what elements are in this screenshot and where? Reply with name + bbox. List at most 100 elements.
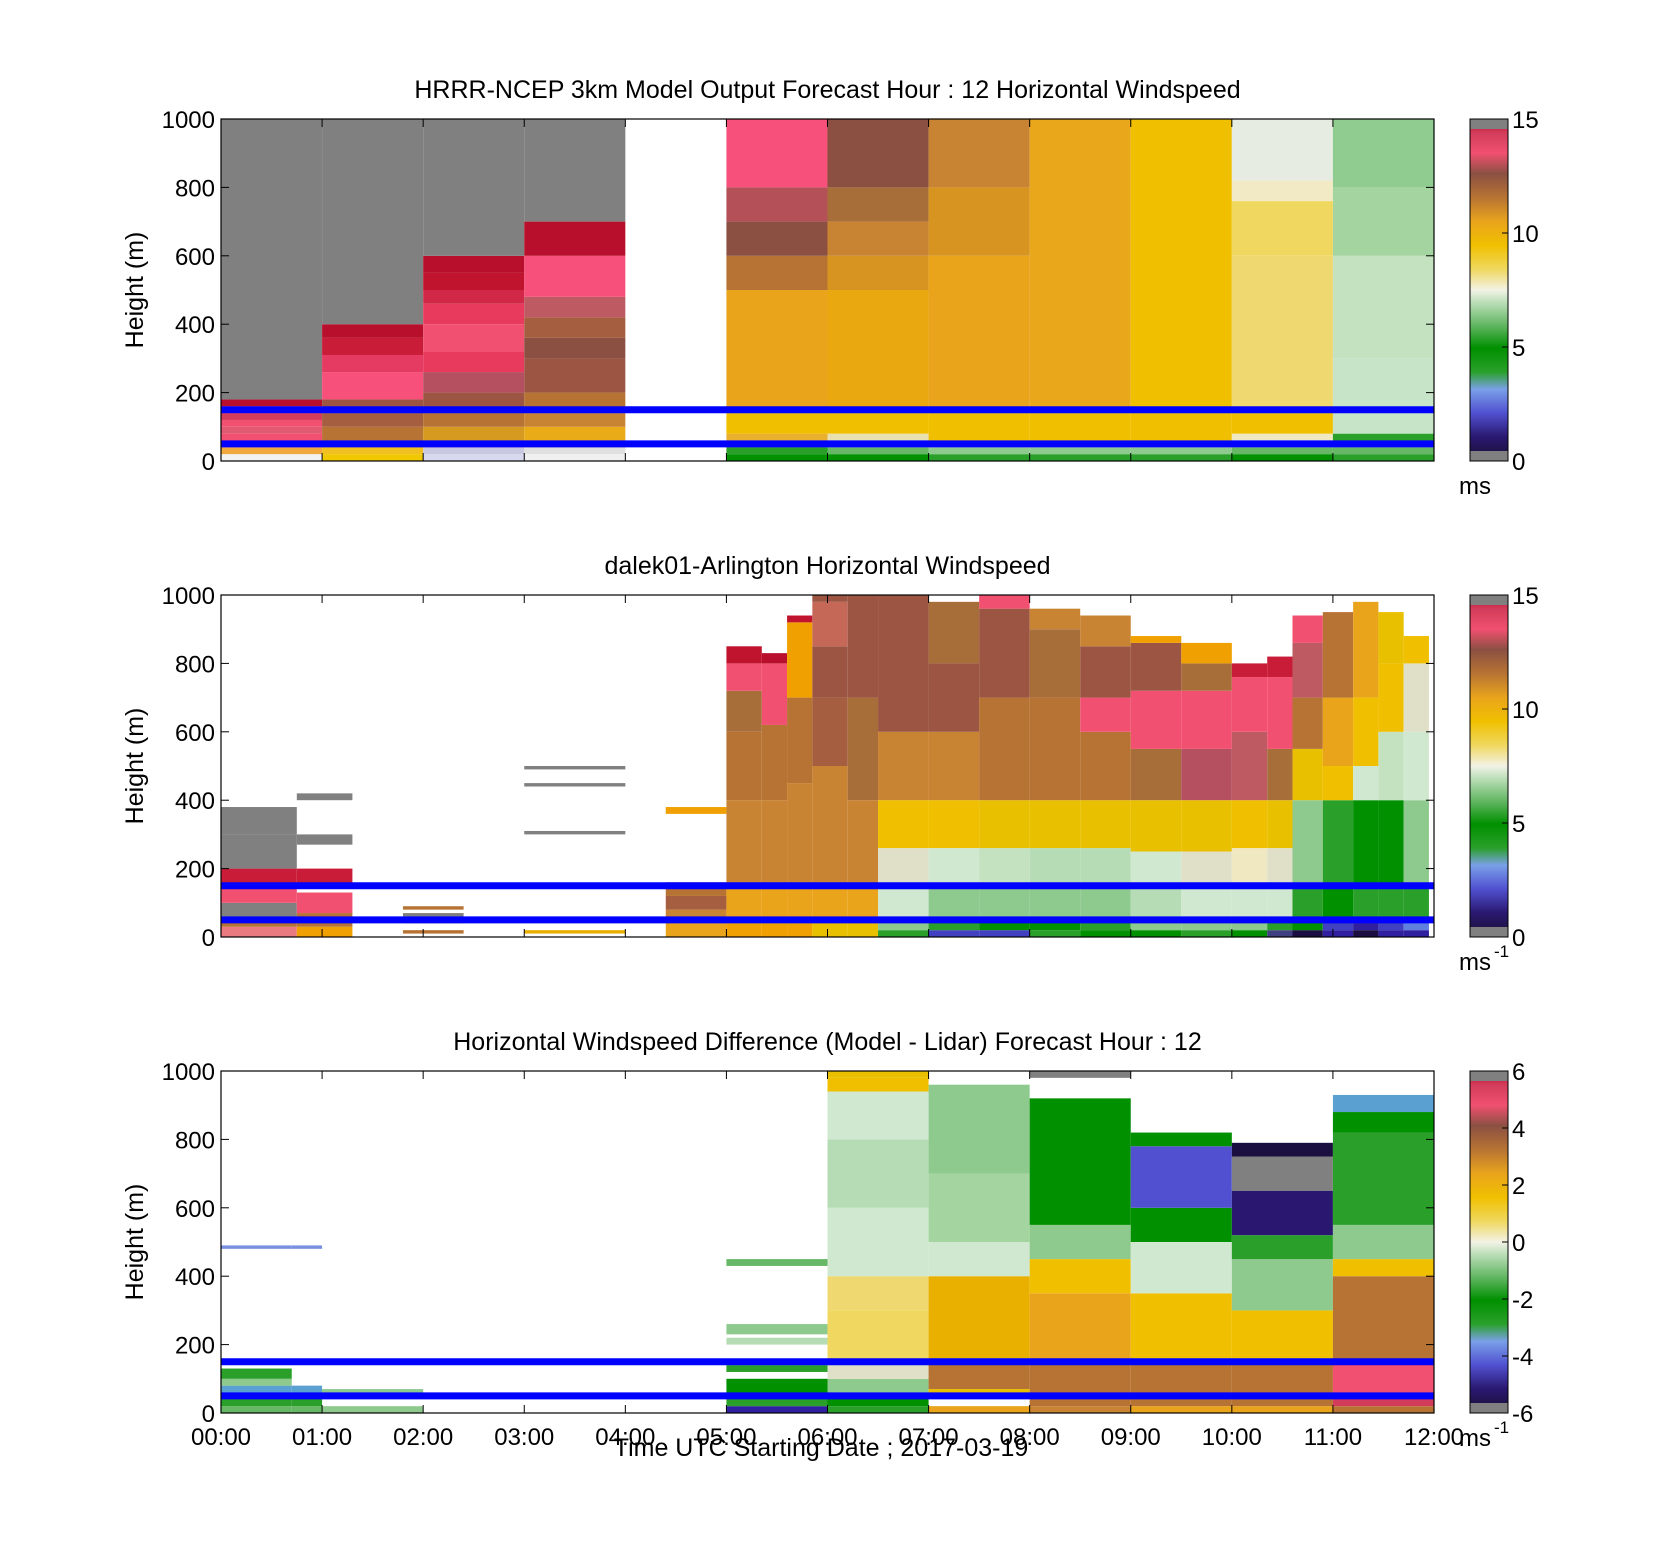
heatmap-cell bbox=[1130, 413, 1232, 441]
heatmap-cell bbox=[1231, 1235, 1333, 1260]
x-tick-label: 01:00 bbox=[292, 1424, 352, 1451]
heatmap-cell bbox=[1332, 255, 1434, 359]
heatmap-cell bbox=[665, 923, 727, 937]
heatmap-cell bbox=[221, 1395, 292, 1407]
heatmap-cell bbox=[1332, 1259, 1434, 1277]
heatmap-cell bbox=[1231, 1142, 1333, 1157]
heatmap-cell bbox=[524, 447, 626, 455]
heatmap-cell bbox=[1231, 180, 1333, 202]
heatmap-cell bbox=[1378, 885, 1404, 917]
heatmap-cell bbox=[812, 646, 848, 698]
y-tick-label: 600 bbox=[175, 1196, 215, 1223]
heatmap-cell bbox=[1231, 930, 1268, 937]
x-tick-label: 08:00 bbox=[1000, 1424, 1060, 1451]
heatmap-cell bbox=[827, 221, 929, 256]
heatmap-cells bbox=[221, 1071, 1434, 1413]
heatmap-cell bbox=[1080, 615, 1131, 647]
heatmap-cell bbox=[726, 1395, 828, 1407]
colorbar-tick-label: -4 bbox=[1512, 1344, 1533, 1371]
heatmap-cell bbox=[1332, 1361, 1434, 1393]
heatmap-cell bbox=[928, 1173, 1030, 1242]
heatmap-cell bbox=[928, 1361, 1030, 1390]
y-tick-label: 0 bbox=[202, 925, 215, 952]
heatmap-cell bbox=[291, 1395, 323, 1407]
heatmap-cell bbox=[726, 454, 828, 461]
colorbar-unit: ms bbox=[1459, 473, 1491, 500]
heatmap-cell bbox=[1080, 930, 1131, 937]
heatmap-cell bbox=[1130, 1242, 1232, 1294]
heatmap-cell bbox=[928, 930, 980, 937]
heatmap-cell bbox=[827, 1139, 929, 1208]
heatmap-cell bbox=[761, 724, 788, 801]
heatmap-cell bbox=[1130, 690, 1182, 749]
x-axis-label: Time UTC Starting Date ; 2017-03-19 bbox=[614, 1434, 1029, 1462]
heatmap-cell bbox=[726, 447, 828, 455]
heatmap-cell bbox=[1231, 255, 1333, 414]
heatmap-cell bbox=[1130, 885, 1182, 917]
heatmap-cell bbox=[524, 296, 626, 318]
x-tick-label: 07:00 bbox=[899, 1424, 959, 1451]
heatmap-cell bbox=[928, 800, 980, 849]
heatmap-cell bbox=[1403, 663, 1429, 732]
heatmap-cell bbox=[665, 895, 727, 910]
x-tick-label: 10:00 bbox=[1202, 1424, 1262, 1451]
heatmap-cell bbox=[1080, 697, 1131, 732]
heatmap-cell bbox=[1267, 748, 1293, 801]
y-tick-label: 600 bbox=[175, 244, 215, 271]
heatmap-cell bbox=[726, 187, 828, 222]
heatmap-cell bbox=[1130, 800, 1182, 852]
heatmap-cell bbox=[402, 906, 464, 910]
heatmap-cell bbox=[524, 221, 626, 256]
chart-title: HRRR-NCEP 3km Model Output Forecast Hour… bbox=[414, 76, 1240, 104]
heatmap-cell bbox=[847, 923, 879, 937]
heatmap-cell bbox=[1181, 642, 1232, 664]
heatmap-cell bbox=[928, 848, 980, 886]
heatmap-cell bbox=[787, 615, 813, 623]
heatmap-cell bbox=[322, 447, 424, 455]
heatmap-cell bbox=[726, 1365, 828, 1372]
heatmap-cell bbox=[221, 1245, 292, 1249]
heatmap-cell bbox=[423, 454, 525, 461]
heatmap-cell bbox=[761, 800, 788, 886]
heatmap-cell bbox=[524, 830, 626, 835]
heatmap-cell bbox=[423, 447, 525, 455]
heatmap-cell bbox=[1292, 800, 1323, 886]
panel-difference: Horizontal Windspeed Difference (Model -… bbox=[121, 1028, 1533, 1452]
heatmap-cell bbox=[1378, 800, 1404, 886]
heatmap-cell bbox=[221, 399, 323, 407]
heatmap-cell bbox=[827, 454, 929, 461]
chart-title: Horizontal Windspeed Difference (Model -… bbox=[453, 1028, 1201, 1056]
heatmap-cell bbox=[928, 1406, 1030, 1413]
colorbar-tick-label: 5 bbox=[1512, 811, 1525, 838]
heatmap-cell bbox=[221, 447, 323, 455]
heatmap-cell bbox=[1378, 612, 1404, 664]
heatmap-cell bbox=[1080, 848, 1131, 886]
heatmap-cell bbox=[1029, 1098, 1131, 1225]
heatmap-cell bbox=[1231, 433, 1333, 441]
heatmap-cell bbox=[322, 426, 424, 441]
x-tick-label: 05:00 bbox=[696, 1424, 756, 1451]
x-tick-label: 12:00 bbox=[1404, 1424, 1464, 1451]
heatmap-cell bbox=[726, 923, 762, 937]
heatmap-cell bbox=[221, 413, 323, 420]
heatmap-cell bbox=[878, 885, 929, 917]
heatmap-cell bbox=[1332, 447, 1434, 455]
heatmap-cell bbox=[1292, 885, 1323, 917]
heatmap-cell bbox=[402, 913, 464, 917]
heatmap-cell bbox=[726, 731, 762, 801]
heatmap-cell bbox=[1231, 413, 1333, 434]
heatmap-cell bbox=[1292, 748, 1323, 801]
heatmap-cell bbox=[827, 119, 929, 188]
heatmap-cell bbox=[402, 930, 464, 934]
heatmap-cell bbox=[726, 221, 828, 256]
heatmap-cell bbox=[1231, 663, 1268, 678]
heatmap-cell bbox=[1267, 800, 1293, 849]
x-tick-label: 04:00 bbox=[595, 1424, 655, 1451]
x-tick-label: 09:00 bbox=[1101, 1424, 1161, 1451]
heatmap-cell bbox=[1029, 413, 1131, 441]
heatmap-cell bbox=[827, 290, 929, 414]
heatmap-cell bbox=[1029, 800, 1081, 849]
heatmap-cell bbox=[1403, 731, 1429, 801]
heatmap-cell bbox=[1292, 642, 1323, 698]
colorbar-tick-label: -2 bbox=[1512, 1287, 1533, 1314]
